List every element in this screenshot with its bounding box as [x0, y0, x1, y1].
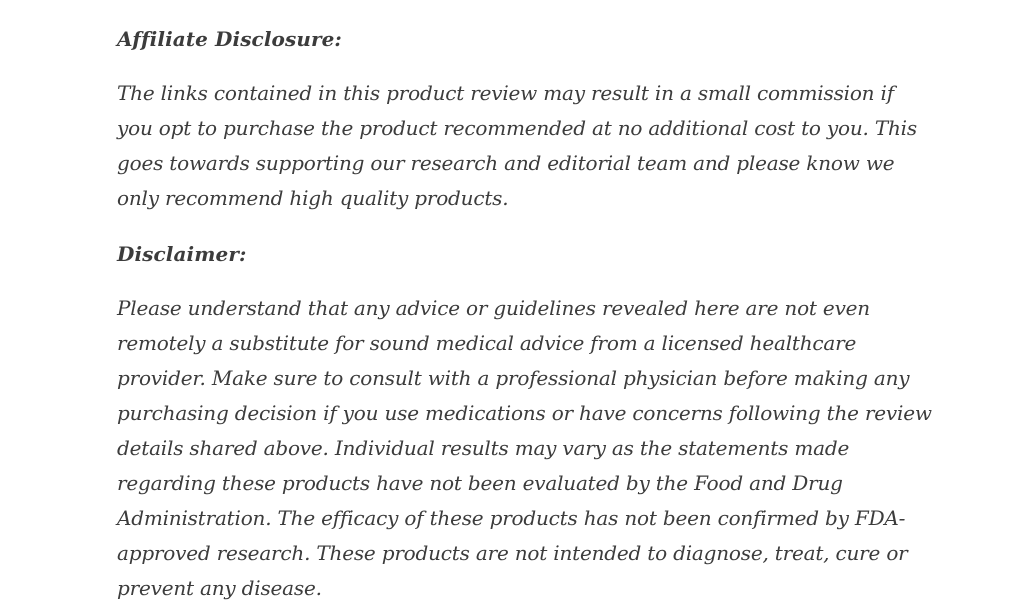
disclaimer-heading: Disclaimer:: [117, 242, 247, 266]
affiliate-disclosure-text: The links contained in this product revi…: [117, 81, 917, 210]
article-content: Affiliate Disclosure: The links containe…: [117, 22, 957, 610]
affiliate-disclosure-heading: Affiliate Disclosure:: [117, 27, 342, 51]
affiliate-disclosure-section: Affiliate Disclosure: The links containe…: [117, 22, 957, 216]
disclaimer-text: Please understand that any advice or gui…: [117, 296, 932, 600]
disclaimer-section: Disclaimer: Please understand that any a…: [117, 237, 957, 606]
